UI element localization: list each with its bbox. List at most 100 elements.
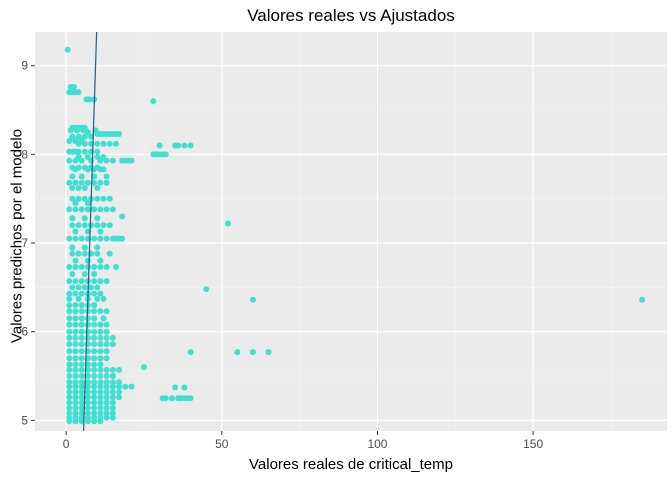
data-point <box>66 394 73 401</box>
data-point <box>91 302 98 309</box>
data-point <box>106 140 113 147</box>
data-point <box>94 250 101 257</box>
data-point <box>72 328 79 335</box>
data-point <box>75 195 82 202</box>
data-point <box>84 361 91 368</box>
data-point <box>203 286 210 293</box>
data-point <box>66 321 73 328</box>
data-points <box>64 46 646 425</box>
data-point <box>162 395 169 402</box>
data-point <box>84 179 91 186</box>
data-point <box>249 296 256 303</box>
data-point <box>78 263 85 270</box>
data-point <box>72 366 79 373</box>
data-point <box>72 235 79 242</box>
data-point <box>91 410 98 417</box>
data-point <box>91 394 98 401</box>
data-point <box>67 127 74 134</box>
data-point <box>66 278 73 285</box>
data-point <box>72 404 79 411</box>
data-point <box>97 321 104 328</box>
data-point <box>94 140 101 147</box>
data-point <box>225 220 232 227</box>
data-point <box>66 263 73 270</box>
data-point <box>72 200 79 207</box>
data-point <box>84 418 91 425</box>
fit-line <box>82 31 98 432</box>
data-point <box>187 349 194 356</box>
data-point <box>72 373 79 380</box>
y-tick-label: 9 <box>21 59 28 73</box>
data-point <box>84 315 91 322</box>
data-point <box>88 222 95 229</box>
data-point <box>84 366 91 373</box>
data-point <box>72 394 79 401</box>
plot-panel <box>35 32 667 431</box>
data-point <box>91 290 98 297</box>
data-point <box>78 373 85 380</box>
data-point <box>72 166 79 173</box>
data-point <box>103 206 110 213</box>
data-point <box>81 215 88 222</box>
data-point <box>140 364 147 371</box>
data-point <box>103 388 110 395</box>
data-point <box>91 383 98 390</box>
data-point <box>72 157 79 164</box>
data-point <box>122 383 129 390</box>
data-point <box>94 195 101 202</box>
data-point <box>81 195 88 202</box>
data-point <box>70 83 77 90</box>
data-point <box>66 361 73 368</box>
data-point <box>66 328 73 335</box>
minor-gridlines <box>35 32 667 431</box>
data-point <box>69 195 76 202</box>
data-point <box>84 166 91 173</box>
data-point <box>72 290 79 297</box>
data-point <box>103 399 110 406</box>
data-point <box>91 418 98 425</box>
data-point <box>78 328 85 335</box>
fit-line-group <box>82 31 98 432</box>
data-point <box>168 395 175 402</box>
data-point <box>75 250 82 257</box>
data-point <box>100 166 107 173</box>
data-point <box>91 328 98 335</box>
y-axis-label: Valores predichos por el modelo <box>8 129 26 344</box>
data-point <box>103 179 110 186</box>
data-point <box>64 46 71 53</box>
data-point <box>78 321 85 328</box>
x-tick-label: 0 <box>63 437 70 451</box>
data-point <box>66 138 73 145</box>
data-point <box>81 244 88 251</box>
data-point <box>91 348 98 355</box>
x-tick-label: 150 <box>523 437 543 451</box>
data-point <box>69 284 76 291</box>
data-point <box>84 404 91 411</box>
data-point <box>84 228 91 235</box>
data-point <box>100 295 107 302</box>
data-point <box>78 341 85 348</box>
data-point <box>97 399 104 406</box>
data-point <box>100 315 107 322</box>
data-point <box>91 379 98 386</box>
data-point <box>84 129 91 136</box>
data-point <box>81 250 88 257</box>
data-point <box>81 222 88 229</box>
data-point <box>128 157 135 164</box>
data-point <box>97 278 104 285</box>
data-point <box>97 379 104 386</box>
data-point <box>78 206 85 213</box>
data-point <box>78 302 85 309</box>
data-point <box>103 341 110 348</box>
data-point <box>97 388 104 395</box>
data-point <box>78 334 85 341</box>
data-point <box>109 388 116 395</box>
data-point <box>84 388 91 395</box>
data-point <box>66 404 73 411</box>
data-point <box>116 383 123 390</box>
data-point <box>94 222 101 229</box>
data-point <box>78 379 85 386</box>
data-point <box>66 379 73 386</box>
data-point <box>88 157 95 164</box>
data-point <box>75 222 82 229</box>
